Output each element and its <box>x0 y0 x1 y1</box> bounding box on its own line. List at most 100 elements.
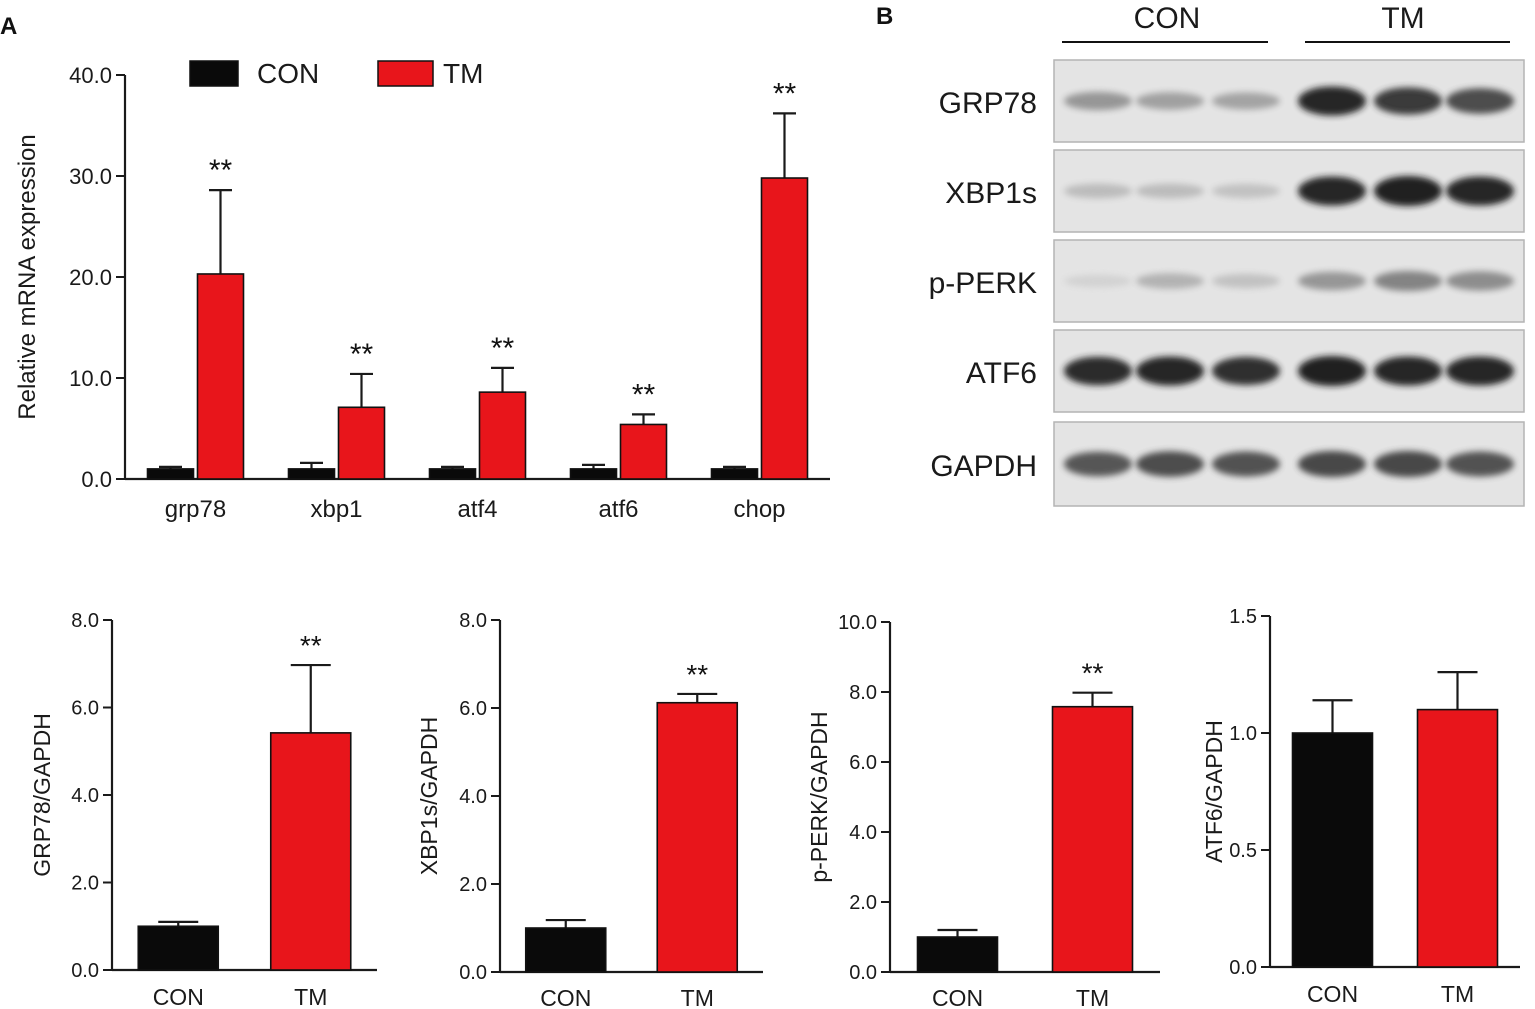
panel-label-a: A <box>0 13 17 40</box>
blot-band <box>1374 450 1442 478</box>
significance-marker: ** <box>350 338 374 371</box>
bar-tm <box>269 732 352 971</box>
y-tick-label: 6.0 <box>459 698 487 720</box>
blot-strip-xbp1s <box>1053 149 1525 233</box>
bar-tm-atf6 <box>619 423 668 480</box>
bar-tm <box>1051 705 1134 973</box>
x-category-label: grp78 <box>165 496 226 523</box>
blot-band <box>1136 183 1204 199</box>
bar-con-xbp1 <box>287 468 336 480</box>
y-axis-label: p-PERK/GAPDH <box>806 711 832 882</box>
y-tick-label: 8.0 <box>459 610 487 632</box>
y-tick-label: 2.0 <box>459 874 487 896</box>
blot-row-label: XBP1s <box>945 177 1037 210</box>
blot-strip-grp78 <box>1053 59 1525 143</box>
y-tick-label: 6.0 <box>71 698 99 720</box>
bar-con <box>916 936 999 973</box>
bar-con-atf6 <box>569 468 618 480</box>
blot-band <box>1374 356 1442 386</box>
x-category-label: TM <box>1076 985 1109 1009</box>
blot-row-label: p-PERK <box>929 267 1037 300</box>
blot-band <box>1064 451 1132 477</box>
y-tick-label: 4.0 <box>849 822 877 844</box>
blot-band <box>1446 356 1514 386</box>
significance-marker: ** <box>773 77 797 110</box>
y-tick-label: 0.5 <box>1229 840 1257 862</box>
significance-marker: ** <box>632 378 656 411</box>
y-tick-label: 8.0 <box>849 682 877 704</box>
xbp1s-gapdh-chart: 0.0 2.0 4.0 6.0 8.0 XBP1s/GAPDH CON ** TM <box>416 610 763 1009</box>
x-category-label: atf6 <box>598 496 638 523</box>
bar-con-atf4 <box>428 468 477 480</box>
y-tick-label: 30.0 <box>69 164 112 189</box>
bar-con <box>137 925 220 971</box>
blot-strip-atf6 <box>1053 329 1525 413</box>
y-tick-label: 2.0 <box>71 873 99 895</box>
bar-tm-grp78 <box>196 273 245 480</box>
x-category-label: xbp1 <box>310 496 362 523</box>
bar-con <box>1291 732 1374 968</box>
y-tick-label: 20.0 <box>69 265 112 290</box>
bar-tm-xbp1 <box>337 406 386 480</box>
y-tick-label: 10.0 <box>838 612 877 634</box>
blot-band <box>1212 273 1280 289</box>
blot-band <box>1446 451 1514 477</box>
legend-swatch-tm <box>377 60 434 87</box>
blot-band <box>1446 176 1514 206</box>
y-axis-label: Relative mRNA expression <box>14 134 41 419</box>
y-tick-label: 0.0 <box>71 960 99 982</box>
blot-band <box>1374 270 1442 292</box>
western-blot: CON TM GRP78 XBP1s p-PERK ATF6 GAPDH <box>929 2 1525 507</box>
y-tick-label: 1.0 <box>1229 723 1257 745</box>
group-label-tm: TM <box>1381 2 1424 35</box>
blot-band <box>1374 176 1442 206</box>
y-tick-label: 0.0 <box>849 962 877 984</box>
blot-band <box>1446 271 1514 291</box>
x-category-label: chop <box>733 496 785 523</box>
bar-tm-atf4 <box>478 391 527 480</box>
significance-marker: ** <box>209 154 233 187</box>
bar-tm-chop <box>760 177 809 480</box>
blot-band <box>1064 183 1132 199</box>
x-category-label: CON <box>540 985 591 1009</box>
blot-band <box>1298 271 1366 291</box>
y-tick-label: 8.0 <box>71 610 99 632</box>
blot-band <box>1136 356 1204 386</box>
bar-tm <box>1416 708 1499 968</box>
panel-label-b: B <box>876 3 893 30</box>
x-category-label: TM <box>681 985 714 1009</box>
y-axis-label: ATF6/GAPDH <box>1201 720 1227 863</box>
y-tick-label: 1.5 <box>1229 606 1257 628</box>
blot-row-label: ATF6 <box>966 357 1037 390</box>
y-axis-label: XBP1s/GAPDH <box>416 717 442 876</box>
y-tick-label: 0.0 <box>1229 957 1257 979</box>
significance-marker: ** <box>1082 658 1104 689</box>
y-tick-label: 0.0 <box>459 962 487 984</box>
bar-con <box>524 927 607 973</box>
y-tick-label: 4.0 <box>71 785 99 807</box>
blot-band <box>1212 356 1280 386</box>
blot-band <box>1298 86 1366 116</box>
blot-band <box>1374 87 1442 115</box>
group-label-con: CON <box>1134 2 1201 35</box>
blot-band <box>1064 274 1132 288</box>
mrna-expression-chart: 0.0 10.0 20.0 30.0 40.0 Relative mRNA express… <box>14 58 830 523</box>
blot-band <box>1136 451 1204 477</box>
y-axis-label: GRP78/GAPDH <box>29 713 55 877</box>
legend-label-tm: TM <box>443 58 483 89</box>
blot-band <box>1212 183 1280 199</box>
blot-band <box>1446 88 1514 114</box>
blot-strip-p-perk <box>1053 239 1525 323</box>
y-tick-label: 2.0 <box>849 892 877 914</box>
blot-row-label: GRP78 <box>939 87 1037 120</box>
y-tick-label: 10.0 <box>69 366 112 391</box>
grp78-gapdh-chart: 0.0 2.0 4.0 6.0 8.0 GRP78/GAPDH CON ** TM <box>29 610 377 1009</box>
blot-band <box>1136 273 1204 289</box>
y-tick-label: 6.0 <box>849 752 877 774</box>
bar-con-grp78 <box>146 468 195 480</box>
significance-marker: ** <box>686 659 708 690</box>
x-category-label: atf4 <box>457 496 497 523</box>
blot-band <box>1064 91 1132 111</box>
significance-marker: ** <box>300 630 322 661</box>
